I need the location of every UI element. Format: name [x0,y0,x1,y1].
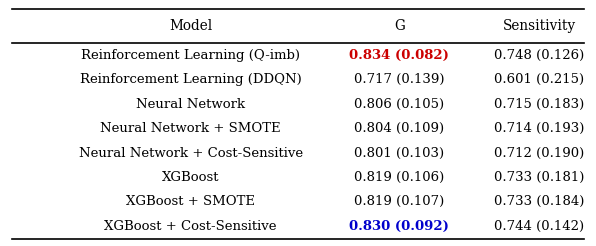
Text: G: G [394,19,405,33]
Text: Model: Model [169,19,212,33]
Text: Reinforcement Learning (DDQN): Reinforcement Learning (DDQN) [80,73,302,86]
Text: 0.834 (0.082): 0.834 (0.082) [349,49,449,62]
Text: 0.830 (0.092): 0.830 (0.092) [349,220,449,233]
Text: Neural Network: Neural Network [136,98,246,111]
Text: 0.801 (0.103): 0.801 (0.103) [354,147,445,160]
Text: 0.819 (0.106): 0.819 (0.106) [354,171,445,184]
Text: 0.748 (0.126): 0.748 (0.126) [494,49,585,62]
Text: Neural Network + SMOTE: Neural Network + SMOTE [100,122,281,135]
Text: 0.712 (0.190): 0.712 (0.190) [494,147,585,160]
Text: XGBoost: XGBoost [162,171,219,184]
Text: 0.601 (0.215): 0.601 (0.215) [494,73,585,86]
Text: 0.717 (0.139): 0.717 (0.139) [354,73,445,86]
Text: 0.744 (0.142): 0.744 (0.142) [494,220,585,233]
Text: 0.715 (0.183): 0.715 (0.183) [494,98,585,111]
Text: Neural Network + Cost-Sensitive: Neural Network + Cost-Sensitive [79,147,303,160]
Text: 0.733 (0.181): 0.733 (0.181) [494,171,585,184]
Text: 0.714 (0.193): 0.714 (0.193) [494,122,585,135]
Text: 0.819 (0.107): 0.819 (0.107) [354,196,445,208]
Text: XGBoost + SMOTE: XGBoost + SMOTE [126,196,255,208]
Text: Reinforcement Learning (Q-imb): Reinforcement Learning (Q-imb) [81,49,300,62]
Text: 0.806 (0.105): 0.806 (0.105) [354,98,445,111]
Text: XGBoost + Cost-Sensitive: XGBoost + Cost-Sensitive [104,220,277,233]
Text: 0.733 (0.184): 0.733 (0.184) [494,196,585,208]
Text: 0.804 (0.109): 0.804 (0.109) [354,122,445,135]
Text: Sensitivity: Sensitivity [503,19,576,33]
